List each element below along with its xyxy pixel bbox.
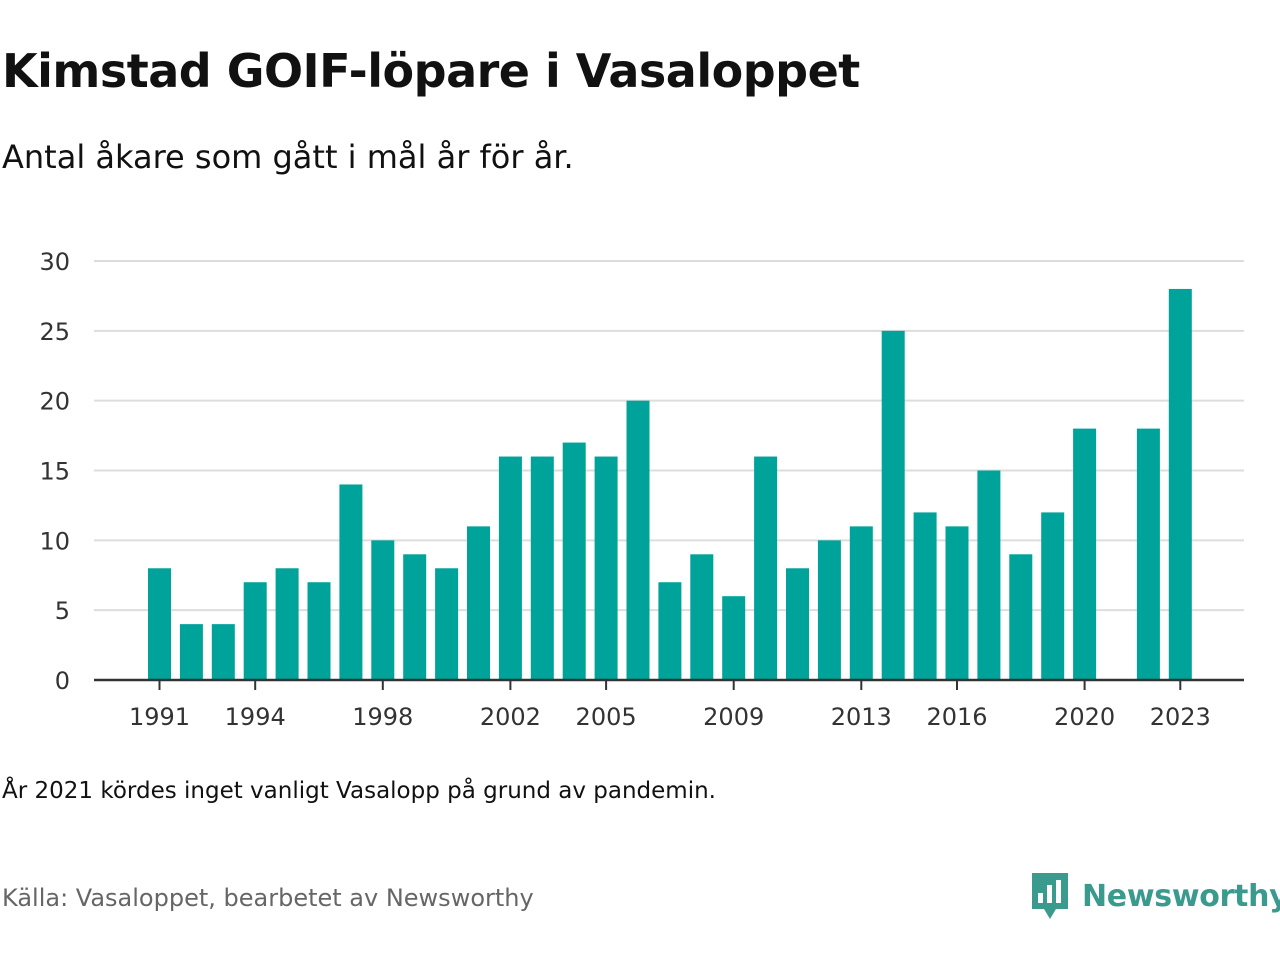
y-tick-label: 25 (39, 318, 70, 346)
chart-note: År 2021 kördes inget vanligt Vasalopp på… (2, 778, 716, 804)
bar-1992 (179, 624, 203, 680)
bar-2018 (1009, 554, 1033, 680)
bar-1996 (307, 582, 331, 680)
bar-2006 (626, 400, 650, 680)
x-tick-label: 1998 (352, 703, 413, 731)
y-tick-label: 20 (39, 388, 70, 416)
bar-2016 (945, 526, 969, 680)
y-tick-label: 30 (39, 248, 70, 276)
bar-2000 (435, 568, 459, 680)
bar-2004 (562, 442, 586, 680)
bar-2010 (754, 456, 778, 680)
bar-2019 (1041, 512, 1065, 680)
bar-2007 (658, 582, 682, 680)
x-tick-label: 2020 (1054, 703, 1115, 731)
bar-2001 (467, 526, 490, 680)
grid-lines (94, 260, 1244, 612)
bar-1994 (243, 582, 267, 680)
bar-1993 (211, 624, 235, 680)
bar-2020 (1073, 428, 1097, 680)
source-credit: Källa: Vasaloppet, bearbetet av Newswort… (2, 884, 534, 912)
bar-2011 (786, 568, 809, 680)
bar-2003 (530, 456, 554, 680)
bar-2012 (817, 540, 841, 680)
y-tick-label: 10 (39, 527, 70, 555)
newsworthy-logo-text: Newsworthy (1082, 878, 1280, 914)
x-tick-label: 1991 (129, 703, 190, 731)
x-tick-label: 2016 (926, 703, 987, 731)
x-tick-label: 1994 (225, 703, 286, 731)
bars (148, 288, 1192, 680)
newsworthy-logo-icon (1032, 873, 1068, 919)
y-tick-label: 15 (39, 458, 70, 486)
bar-2002 (498, 456, 522, 680)
bar-2009 (722, 596, 746, 680)
bar-1998 (371, 540, 395, 680)
bar-1999 (403, 554, 427, 680)
newsworthy-logo: Newsworthy (1030, 870, 1280, 922)
y-tick-label: 0 (55, 667, 70, 695)
bar-2023 (1168, 288, 1192, 680)
axes: 0 5 10 15 20 25 30 1991 1994 1998 2002 2005 2009 2013… (39, 248, 1244, 731)
bar-1997 (339, 484, 363, 680)
x-tick-label: 2005 (576, 703, 637, 731)
bar-2015 (913, 512, 937, 680)
x-tick-label: 2009 (703, 703, 764, 731)
chart-title: Kimstad GOIF-löpare i Vasaloppet (2, 44, 860, 98)
chart-subtitle: Antal åkare som gått i mål år för år. (2, 138, 574, 176)
x-tick-label: 2013 (831, 703, 892, 731)
y-tick-label: 5 (55, 597, 70, 625)
bar-2017 (977, 470, 1001, 680)
bar-chart: 0 5 10 15 20 25 30 1991 1994 1998 2002 2005 2009 2013… (39, 248, 1244, 731)
bar-1991 (148, 568, 171, 680)
bar-2014 (881, 330, 905, 680)
bar-2008 (690, 554, 714, 680)
bar-2022 (1136, 428, 1160, 680)
bar-1995 (275, 568, 299, 680)
x-tick-label: 2002 (480, 703, 541, 731)
x-tick-label: 2023 (1150, 703, 1211, 731)
bar-2005 (594, 456, 618, 680)
bar-2013 (849, 526, 873, 680)
